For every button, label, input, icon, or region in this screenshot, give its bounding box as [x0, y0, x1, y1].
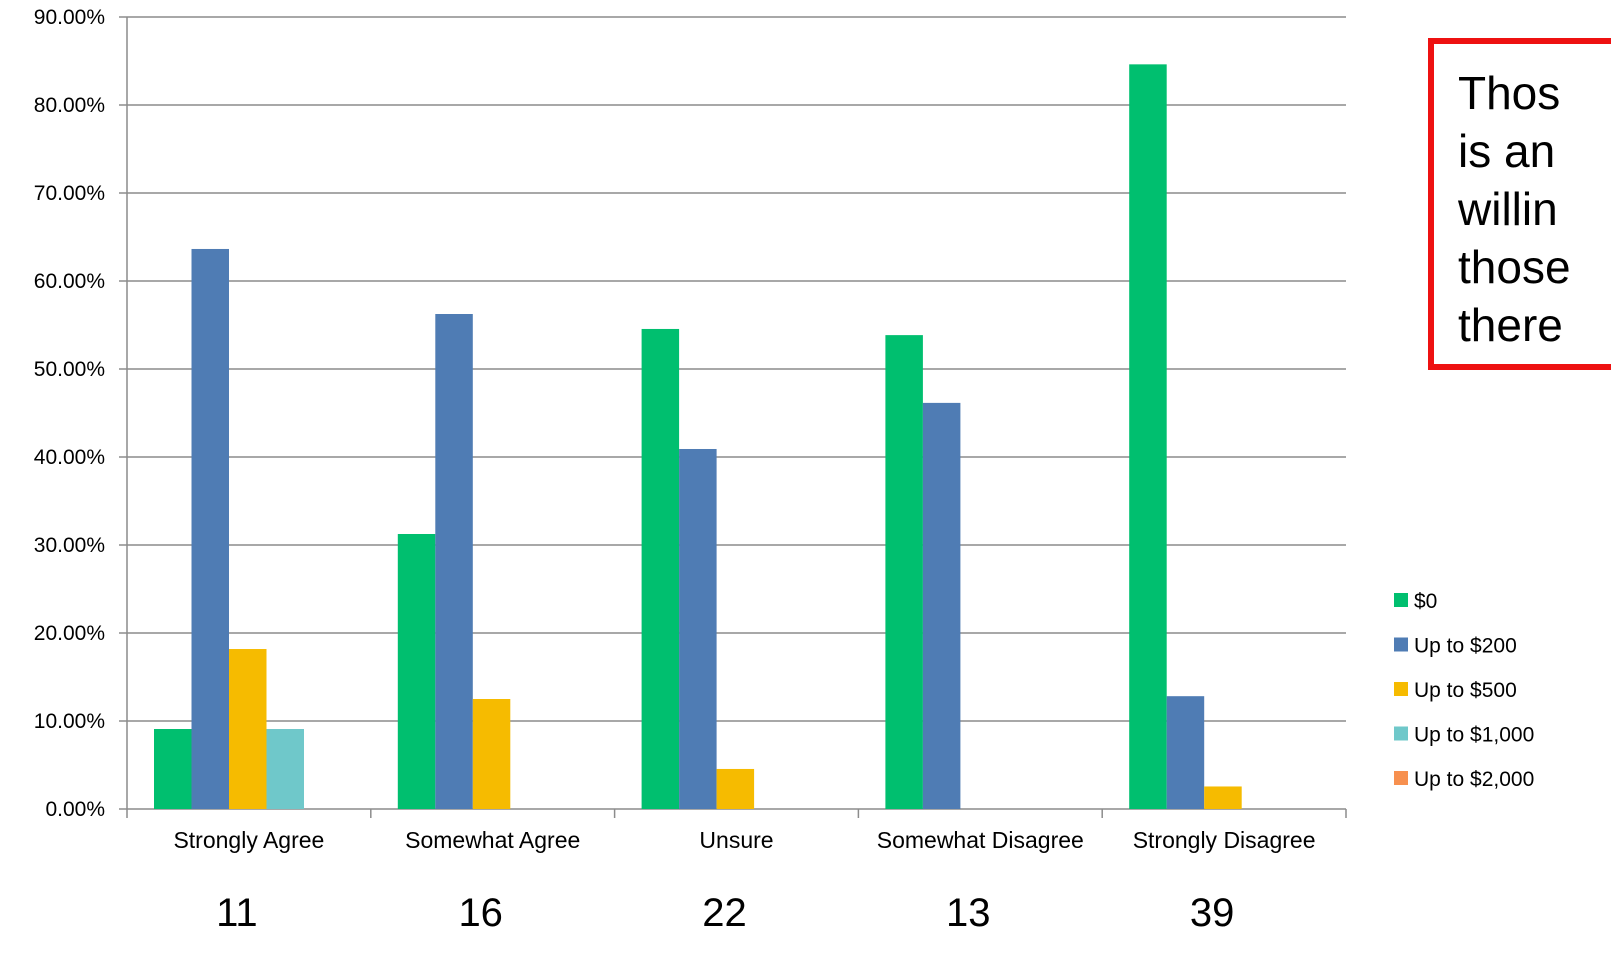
y-tick-label: 30.00%	[34, 534, 105, 557]
x-category-label: Strongly Disagree	[1133, 827, 1316, 853]
legend-label: Up to $200	[1414, 635, 1517, 658]
category-count-label: 22	[702, 891, 747, 935]
callout-line: is an	[1458, 125, 1556, 177]
y-tick-label: 60.00%	[34, 270, 105, 293]
bar	[1166, 696, 1205, 809]
x-category-label: Strongly Agree	[173, 827, 324, 853]
callout-line: there	[1458, 299, 1563, 351]
callout-line: those	[1458, 241, 1571, 293]
callout-box: Thos is an willin those there	[1428, 38, 1611, 370]
category-count-label: 11	[216, 891, 258, 935]
legend-swatch	[1394, 726, 1408, 741]
legend-swatch	[1394, 682, 1408, 696]
y-tick-label: 40.00%	[34, 446, 105, 469]
category-count-label: 13	[946, 891, 991, 935]
bar	[191, 248, 229, 809]
y-tick-label: 0.00%	[45, 798, 105, 821]
bar	[1204, 786, 1242, 809]
legend-swatch	[1394, 637, 1408, 652]
bar	[154, 729, 192, 809]
category-count-label: 16	[458, 891, 503, 935]
legend-label: $0	[1414, 590, 1437, 613]
y-tick-label: 50.00%	[34, 358, 105, 381]
legend-swatch	[1394, 593, 1408, 607]
bar	[397, 534, 436, 809]
bar	[435, 314, 473, 809]
bar	[472, 699, 511, 809]
y-tick-label: 90.00%	[34, 6, 105, 29]
bar	[1129, 64, 1167, 810]
bar	[229, 649, 267, 809]
y-tick-label: 10.00%	[34, 710, 105, 733]
y-tick-label: 20.00%	[34, 622, 105, 645]
callout-line: willin	[1458, 183, 1558, 235]
bar	[266, 729, 304, 809]
bar	[716, 768, 755, 809]
x-category-label: Unsure	[699, 827, 773, 853]
x-category-label: Somewhat Agree	[405, 827, 580, 853]
y-tick-label: 70.00%	[34, 182, 105, 205]
legend-swatch	[1394, 771, 1408, 785]
callout-line: Thos	[1458, 67, 1561, 119]
y-tick-label: 80.00%	[34, 94, 105, 117]
bar	[679, 448, 717, 809]
legend-label: Up to $2,000	[1414, 768, 1534, 791]
legend-label: Up to $1,000	[1414, 724, 1534, 747]
bar	[885, 335, 923, 809]
x-category-label: Somewhat Disagree	[877, 827, 1084, 853]
bar	[641, 328, 680, 809]
category-count-label: 39	[1190, 891, 1235, 935]
legend-label: Up to $500	[1414, 679, 1517, 702]
bar	[922, 402, 961, 809]
